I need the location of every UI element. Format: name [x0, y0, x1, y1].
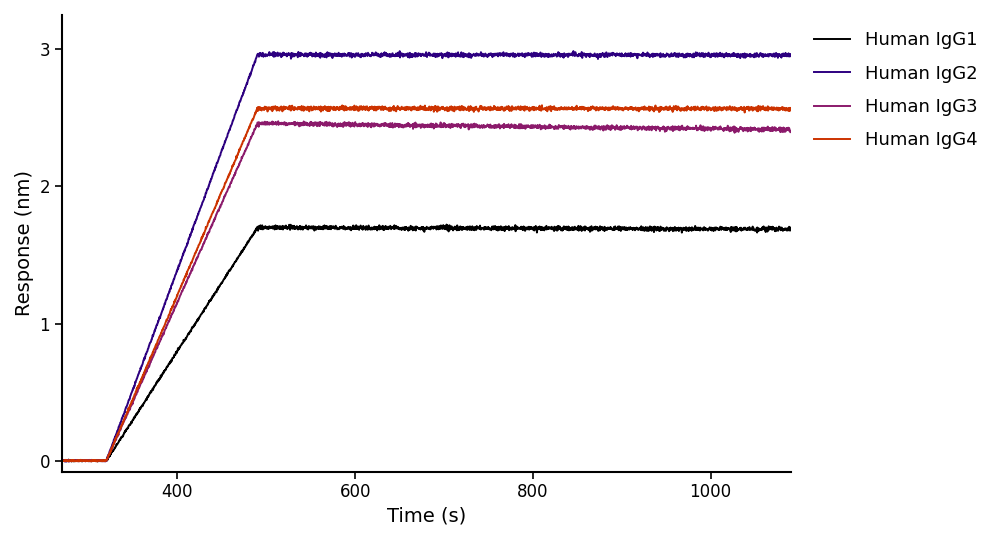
- Human IgG1: [70, 458, 82, 464]
- Human IgG2: [59, 458, 71, 465]
- Human IgG3: [548, 125, 560, 131]
- Human IgG3: [148, 352, 160, 358]
- Human IgG4: [536, 102, 548, 109]
- Legend: Human IgG1, Human IgG2, Human IgG3, Human IgG4: Human IgG1, Human IgG2, Human IgG3, Huma…: [807, 24, 985, 156]
- Human IgG1: [785, 225, 797, 231]
- Human IgG2: [567, 48, 579, 54]
- Human IgG2: [56, 457, 68, 464]
- Human IgG3: [714, 125, 726, 131]
- Human IgG1: [66, 458, 78, 465]
- Human IgG4: [56, 458, 68, 465]
- Human IgG4: [714, 103, 726, 110]
- Human IgG1: [56, 458, 68, 464]
- Human IgG4: [785, 105, 797, 111]
- Human IgG1: [389, 224, 401, 230]
- Human IgG2: [148, 329, 160, 336]
- Human IgG4: [548, 103, 560, 109]
- Human IgG2: [548, 51, 560, 58]
- Human IgG3: [56, 458, 68, 464]
- Human IgG1: [714, 226, 726, 233]
- Human IgG3: [63, 458, 75, 465]
- Human IgG1: [283, 221, 295, 228]
- Human IgG3: [389, 123, 401, 130]
- Line: Human IgG1: Human IgG1: [62, 225, 791, 461]
- Human IgG2: [283, 51, 295, 58]
- Human IgG3: [70, 458, 82, 464]
- Human IgG1: [148, 384, 160, 390]
- Human IgG1: [548, 223, 560, 230]
- Human IgG4: [283, 105, 295, 111]
- Line: Human IgG2: Human IgG2: [62, 51, 791, 461]
- Human IgG3: [272, 118, 284, 124]
- Human IgG4: [70, 458, 82, 464]
- Human IgG4: [148, 347, 160, 354]
- Line: Human IgG3: Human IgG3: [62, 121, 791, 461]
- Human IgG2: [70, 457, 82, 464]
- X-axis label: Time (s): Time (s): [387, 507, 466, 526]
- Human IgG2: [714, 50, 726, 56]
- Human IgG3: [785, 128, 797, 134]
- Line: Human IgG4: Human IgG4: [62, 105, 791, 461]
- Human IgG4: [389, 105, 401, 111]
- Human IgG2: [785, 53, 797, 60]
- Human IgG1: [441, 221, 453, 228]
- Human IgG2: [389, 53, 401, 60]
- Human IgG3: [283, 121, 295, 127]
- Y-axis label: Response (nm): Response (nm): [15, 170, 34, 316]
